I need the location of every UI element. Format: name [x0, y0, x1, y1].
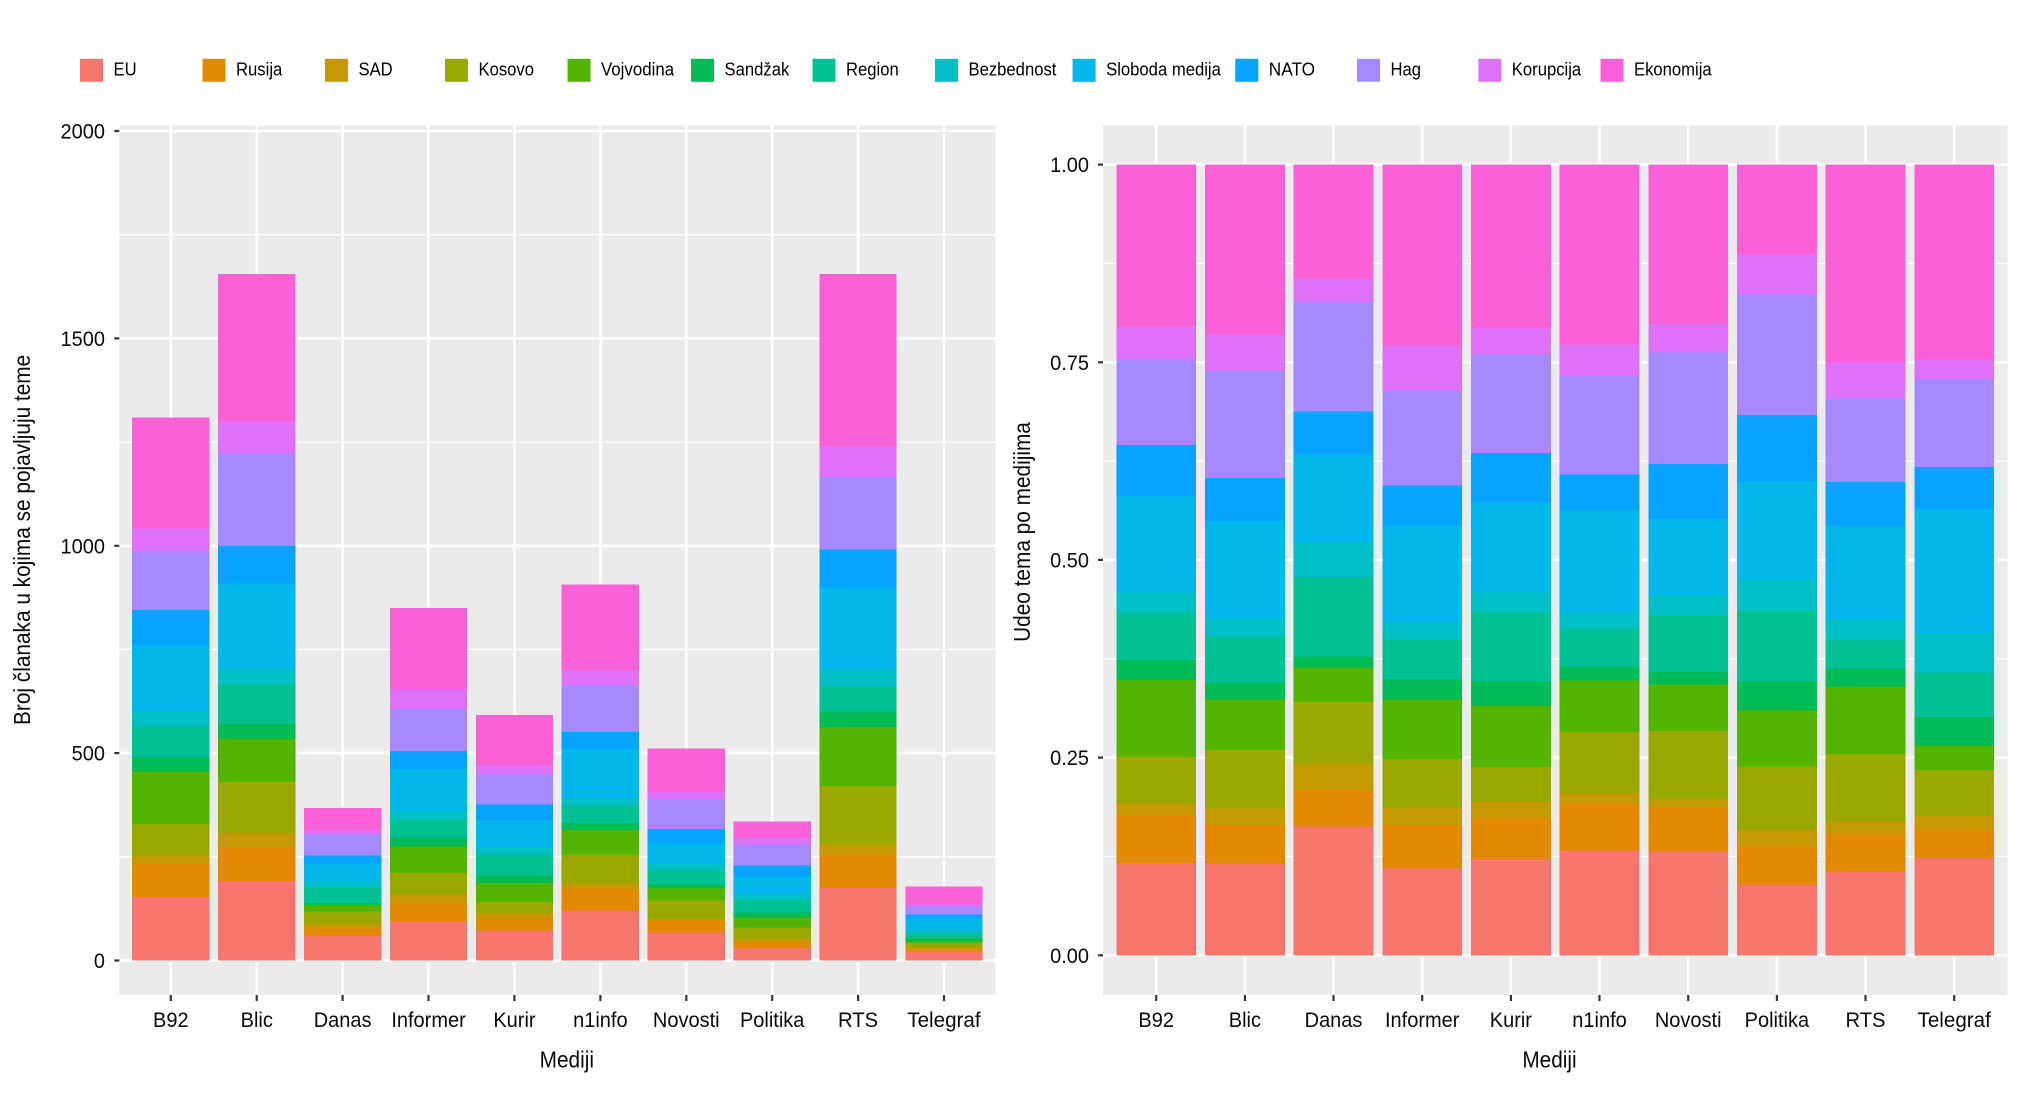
svg-text:Politika: Politika [740, 1008, 804, 1032]
svg-text:1.00: 1.00 [1050, 153, 1089, 177]
svg-text:Korupcija: Korupcija [1512, 58, 1582, 79]
svg-text:0.75: 0.75 [1050, 351, 1089, 375]
svg-text:Sandžak: Sandžak [725, 58, 790, 79]
svg-text:Broj članaka u kojima se pojav: Broj članaka u kojima se pojavljuju teme [9, 355, 35, 725]
svg-text:n1info: n1info [573, 1008, 628, 1032]
svg-text:1000: 1000 [61, 534, 106, 558]
svg-text:Rusija: Rusija [236, 58, 283, 79]
svg-text:Kosovo: Kosovo [479, 58, 535, 79]
svg-text:Novosti: Novosti [653, 1008, 720, 1032]
svg-text:Udeo tema po medijima: Udeo tema po medijima [1009, 422, 1035, 642]
svg-text:Informer: Informer [1385, 1008, 1459, 1032]
svg-text:NATO: NATO [1269, 58, 1315, 79]
svg-text:Danas: Danas [314, 1008, 372, 1032]
svg-text:Telegraf: Telegraf [907, 1008, 980, 1032]
svg-text:EU: EU [114, 58, 137, 79]
svg-text:Kurir: Kurir [493, 1008, 535, 1032]
svg-text:Politika: Politika [1745, 1008, 1809, 1032]
svg-text:Hag: Hag [1391, 58, 1422, 79]
svg-text:Blic: Blic [241, 1008, 273, 1032]
svg-text:0: 0 [94, 949, 105, 973]
svg-text:B92: B92 [1138, 1008, 1174, 1032]
svg-text:2000: 2000 [61, 120, 106, 144]
svg-text:Mediji: Mediji [1522, 1047, 1576, 1073]
svg-text:Novosti: Novosti [1655, 1008, 1722, 1032]
svg-text:0.00: 0.00 [1050, 944, 1089, 968]
svg-text:500: 500 [72, 742, 105, 766]
svg-text:SAD: SAD [359, 58, 393, 79]
svg-text:Blic: Blic [1229, 1008, 1261, 1032]
svg-text:B92: B92 [153, 1008, 189, 1032]
svg-text:Ekonomija: Ekonomija [1634, 58, 1712, 79]
svg-text:Vojvodina: Vojvodina [601, 58, 675, 79]
svg-text:1500: 1500 [61, 327, 106, 351]
svg-text:Region: Region [846, 58, 899, 79]
svg-text:n1info: n1info [1572, 1008, 1627, 1032]
svg-text:Danas: Danas [1305, 1008, 1363, 1032]
svg-text:0.50: 0.50 [1050, 548, 1089, 572]
svg-text:Bezbednost: Bezbednost [969, 58, 1057, 79]
svg-text:RTS: RTS [838, 1008, 878, 1032]
svg-text:Mediji: Mediji [540, 1047, 594, 1073]
svg-text:0.25: 0.25 [1050, 746, 1089, 770]
svg-text:Kurir: Kurir [1490, 1008, 1532, 1032]
svg-text:RTS: RTS [1846, 1008, 1886, 1032]
svg-text:Sloboda medija: Sloboda medija [1106, 58, 1221, 79]
svg-text:Telegraf: Telegraf [1918, 1008, 1991, 1032]
svg-text:Informer: Informer [391, 1008, 465, 1032]
